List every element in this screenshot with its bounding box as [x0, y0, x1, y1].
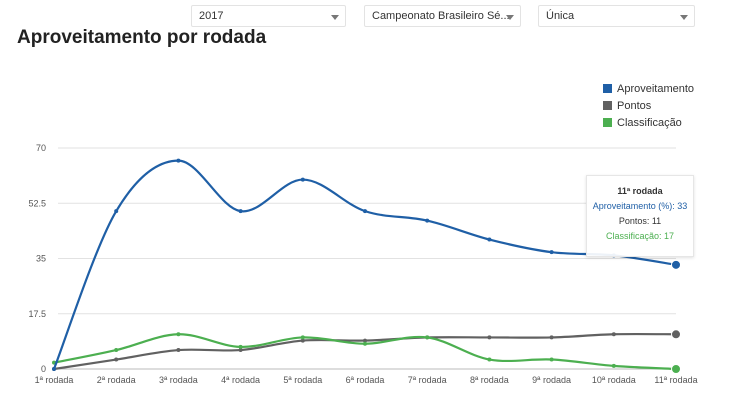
y-tick-label: 17.5: [28, 309, 46, 319]
chart-tooltip: 11ª rodada Aproveitamento (%): 33 Pontos…: [586, 175, 694, 257]
data-point-pontos: [238, 348, 243, 353]
data-point-classificacao: [114, 348, 119, 353]
legend-label: Pontos: [617, 99, 652, 112]
chart-title: Aproveitamento por rodada: [17, 27, 267, 48]
x-tick-label: 9ª rodada: [532, 375, 571, 385]
data-point-aproveitamento: [176, 158, 181, 163]
legend-label: Aproveitamento: [617, 82, 695, 95]
legend-item[interactable]: Pontos: [603, 97, 694, 114]
year-select-value: 2017: [199, 10, 224, 22]
x-tick-label: 1ª rodada: [35, 375, 74, 385]
y-tick-label: 52.5: [28, 198, 46, 208]
y-tick-label: 70: [36, 143, 46, 153]
data-point-classificacao: [611, 363, 616, 368]
legend-swatch: [603, 101, 612, 110]
x-tick-label: 8ª rodada: [470, 375, 509, 385]
data-point-aproveitamento: [363, 209, 367, 214]
series-line-aproveitamento: [52, 159, 677, 370]
data-point-classificacao: [425, 335, 430, 340]
data-point-classificacao: [300, 335, 305, 340]
data-point-pontos: [176, 348, 181, 353]
legend-label: Classificação: [617, 116, 682, 129]
chevron-down-icon: [680, 15, 688, 20]
y-tick-label: 0: [41, 364, 46, 374]
x-tick-label: 2ª rodada: [97, 375, 136, 385]
data-point-classificacao: [238, 344, 243, 349]
legend-swatch: [603, 84, 612, 93]
x-tick-label: 7ª rodada: [408, 375, 447, 385]
data-point-pontos: [363, 338, 367, 343]
legend-swatch: [603, 118, 612, 127]
data-point-aproveitamento: [425, 218, 430, 223]
data-point-aproveitamento: [300, 177, 305, 182]
competition-select[interactable]: Campeonato Brasileiro Sé...: [364, 5, 521, 27]
data-point-classificacao: [487, 357, 492, 362]
y-tick-label: 35: [36, 254, 46, 264]
x-tick-label: 4ª rodada: [221, 375, 260, 385]
x-tick-label: 10ª rodada: [592, 375, 636, 385]
chevron-down-icon: [331, 15, 339, 20]
data-point-pontos: [114, 357, 119, 362]
tooltip-title: 11ª rodada: [617, 186, 663, 196]
data-point-pontos: [487, 335, 492, 340]
data-point-pontos: [549, 335, 554, 340]
data-point-classificacao: [549, 357, 554, 362]
tooltip-line-aproveitamento: Aproveitamento (%): 33: [592, 201, 688, 211]
data-point-pontos: [300, 338, 305, 343]
phase-select[interactable]: Única: [538, 5, 695, 27]
legend-item[interactable]: Classificação: [603, 114, 694, 131]
data-point-pontos: [671, 329, 681, 340]
data-point-aproveitamento: [238, 209, 243, 214]
data-point-aproveitamento: [671, 259, 681, 270]
data-point-pontos: [611, 332, 616, 337]
x-tick-label: 6ª rodada: [346, 375, 385, 385]
data-point-aproveitamento: [549, 250, 554, 255]
tooltip-line-pontos: Pontos: 11: [618, 216, 662, 226]
data-point-aproveitamento: [114, 209, 119, 214]
data-point-aproveitamento: [52, 367, 56, 371]
phase-select-value: Única: [546, 10, 575, 22]
x-tick-label: 11ª rodada: [654, 375, 697, 385]
data-point-classificacao: [671, 364, 681, 374]
data-point-classificacao: [363, 341, 367, 346]
year-select[interactable]: 2017: [191, 5, 346, 27]
competition-select-value: Campeonato Brasileiro Sé...: [372, 10, 510, 22]
chevron-down-icon: [506, 15, 514, 20]
chart-legend: Aproveitamento Pontos Classificação: [603, 80, 694, 131]
data-point-aproveitamento: [487, 237, 492, 242]
x-tick-label: 3ª rodada: [159, 375, 198, 385]
tooltip-line-classificacao: Classificação: 17: [605, 231, 675, 241]
data-point-classificacao: [176, 332, 181, 337]
legend-item[interactable]: Aproveitamento: [603, 80, 694, 97]
x-tick-label: 5ª rodada: [283, 375, 322, 385]
